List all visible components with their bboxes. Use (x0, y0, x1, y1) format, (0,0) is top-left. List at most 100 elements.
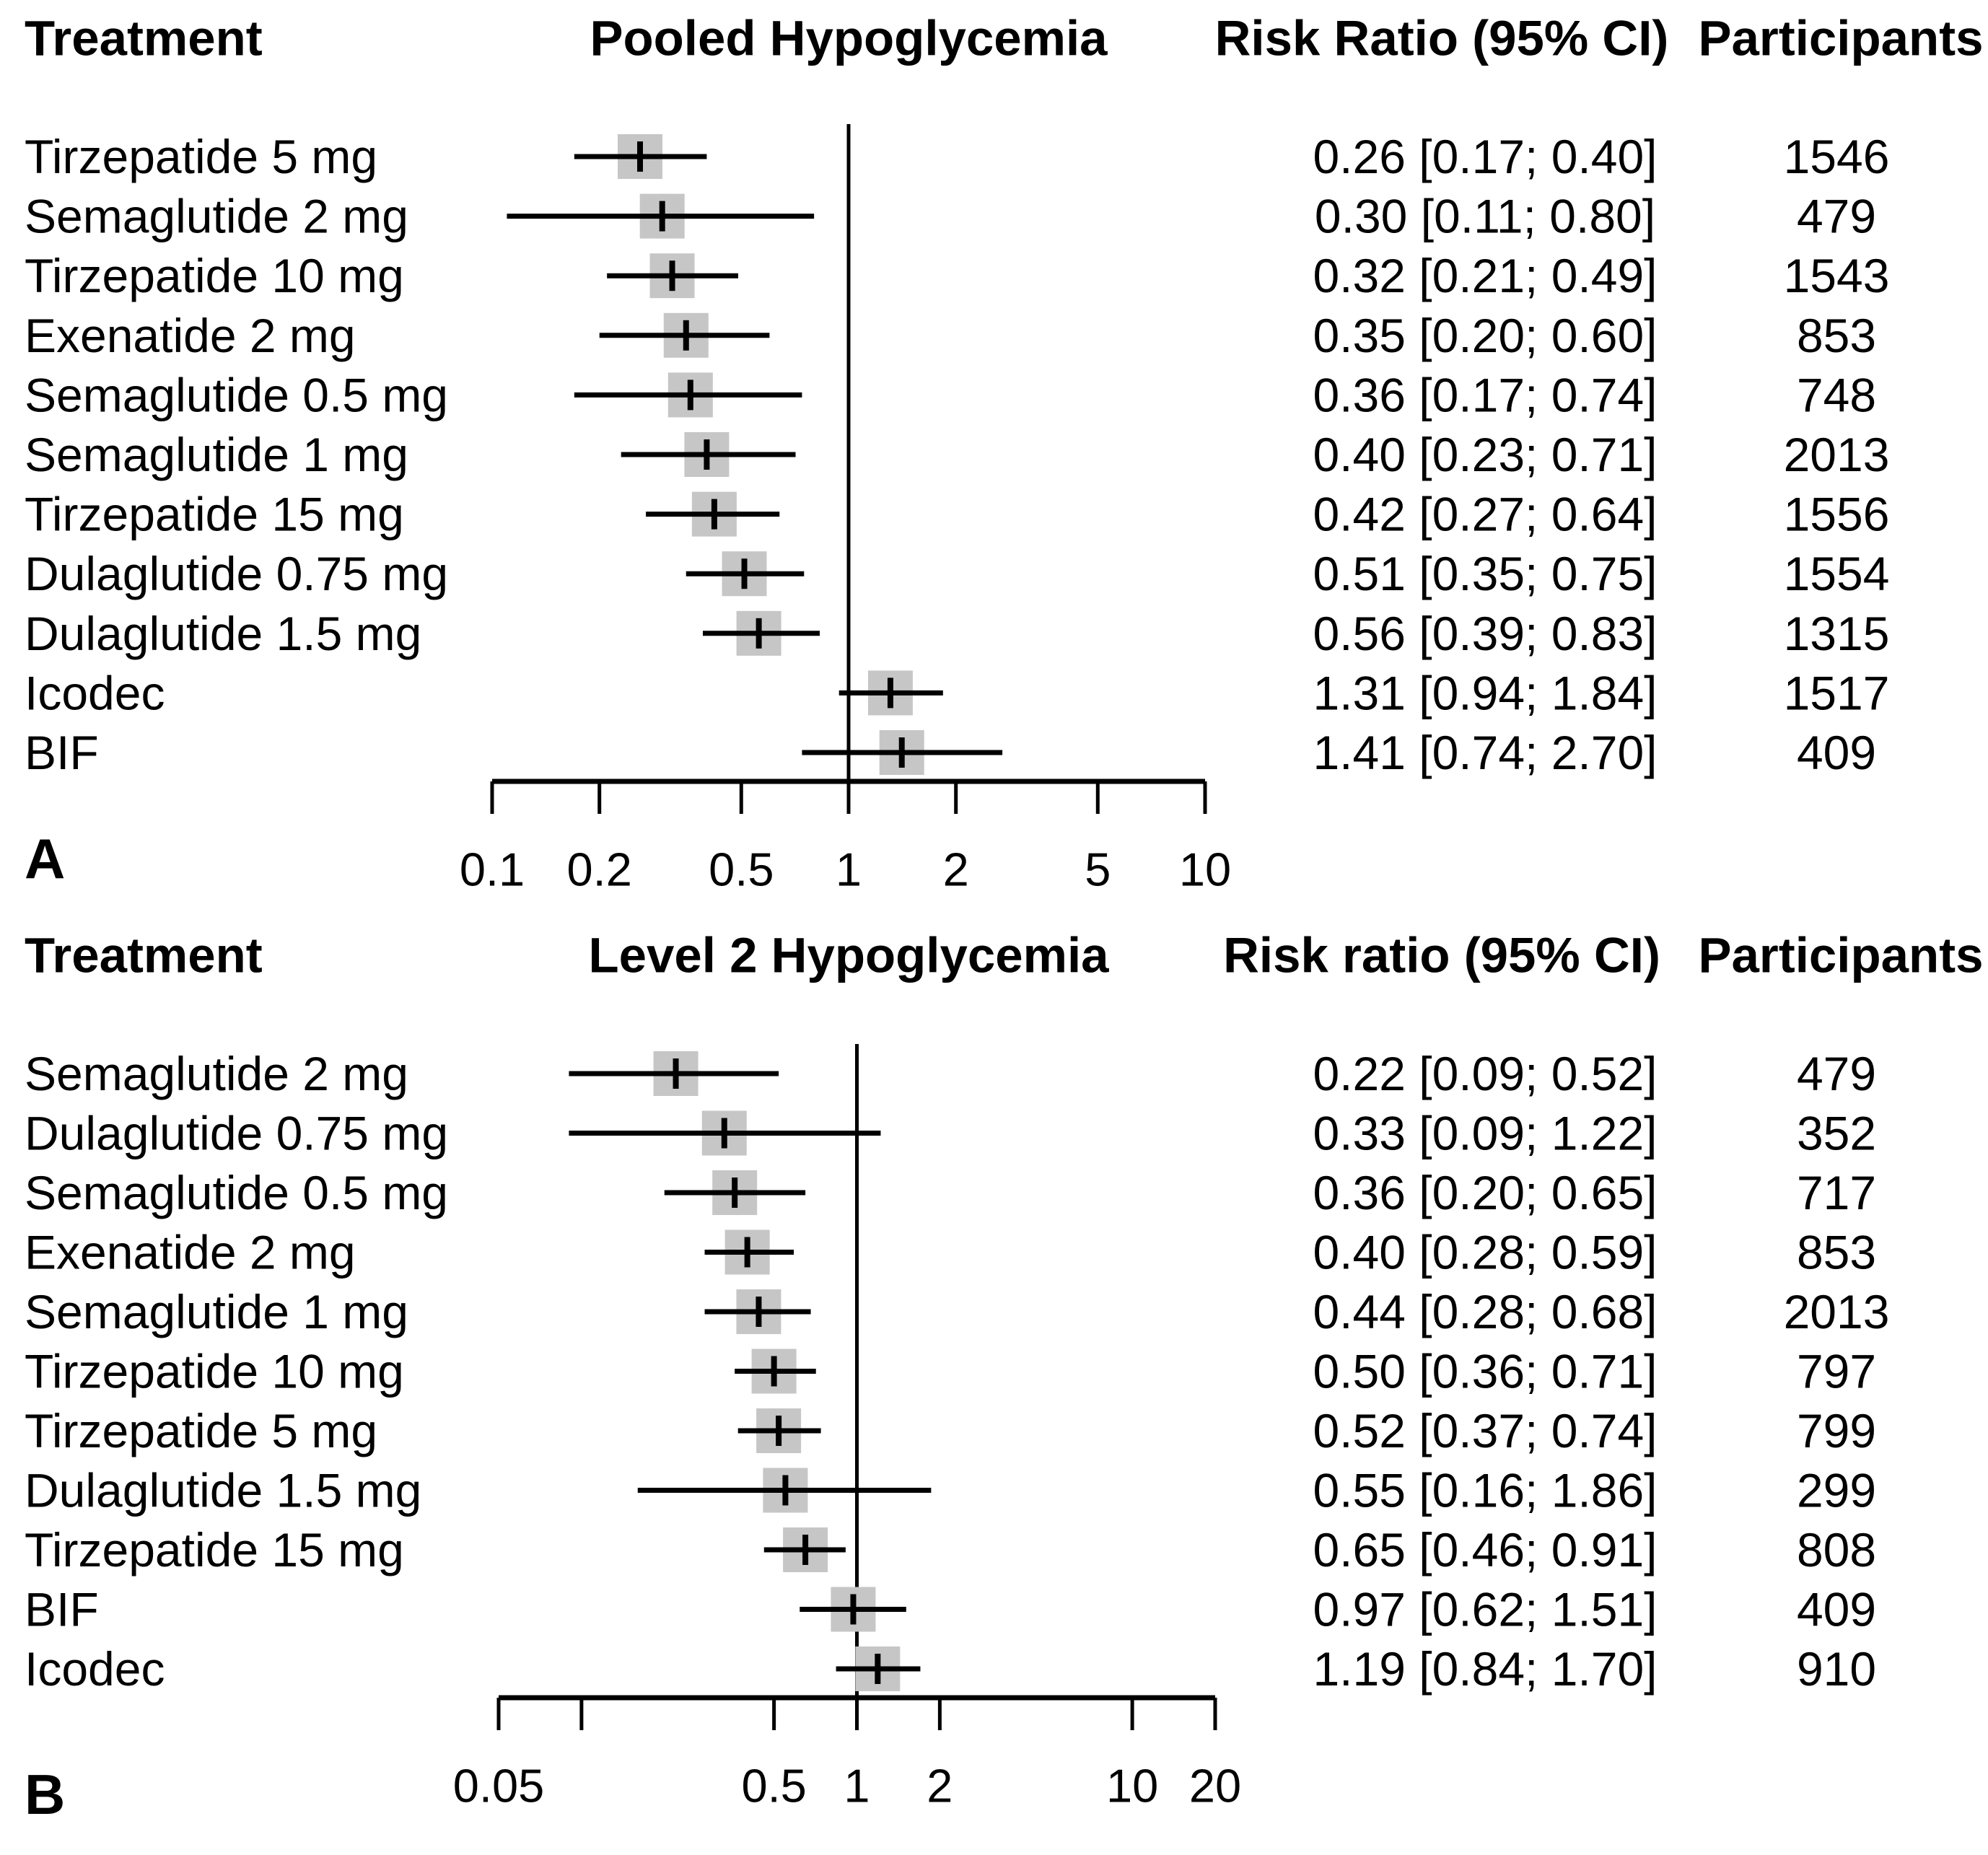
point-estimate-tick (683, 320, 689, 351)
forest-row: Semaglutide 1 mg 0.40 [0.23; 0.71] 2013 (25, 428, 1889, 481)
panel-b: 0.05 0.5 1 2 10 20 Semaglutide 2 mg 0.22 [0.09;… (25, 1044, 1889, 1812)
point-estimate-tick (887, 677, 893, 709)
participants-value: 748 (1797, 368, 1876, 421)
x-axis-tick-label: 10 (1106, 1760, 1158, 1812)
forest-row: Dulaglutide 1.5 mg 0.55 [0.16; 1.86] 299 (25, 1464, 1876, 1517)
panel-a-label: A (25, 827, 66, 890)
point-estimate-tick (898, 737, 905, 768)
forest-row: Semaglutide 2 mg 0.22 [0.09; 0.52] 479 (25, 1047, 1876, 1100)
point-estimate-tick (756, 618, 762, 649)
forest-row: Dulaglutide 0.75 mg 0.33 [0.09; 1.22] 352 (25, 1107, 1876, 1160)
forest-row: Tirzepatide 15 mg 0.42 [0.27; 0.64] 1556 (25, 488, 1889, 541)
point-estimate-tick (782, 1475, 789, 1506)
x-axis-tick-label: 0.1 (460, 843, 525, 896)
participants-value: 1556 (1784, 488, 1890, 541)
participants-value: 479 (1797, 190, 1876, 243)
column-header-risk-ratio-b: Risk ratio (95% CI) (1223, 927, 1660, 983)
point-estimate-tick (673, 1058, 679, 1089)
participants-value: 853 (1797, 309, 1876, 362)
treatment-label: Tirzepatide 5 mg (25, 130, 377, 183)
column-header-treatment-a: Treatment (25, 10, 263, 66)
risk-ratio-value: 0.42 [0.27; 0.64] (1313, 488, 1657, 541)
panel-a: 0.1 0.2 0.5 1 2 5 10 Tirzepatide 5 mg 0.26 [0.17… (25, 124, 1889, 896)
risk-ratio-value: 0.44 [0.28; 0.68] (1313, 1285, 1657, 1338)
risk-ratio-value: 0.55 [0.16; 1.86] (1313, 1464, 1657, 1517)
treatment-label: Semaglutide 2 mg (25, 1047, 408, 1100)
point-estimate-tick (744, 1237, 750, 1268)
participants-value: 1543 (1784, 249, 1890, 302)
risk-ratio-value: 0.36 [0.17; 0.74] (1313, 368, 1657, 421)
risk-ratio-value: 0.35 [0.20; 0.60] (1313, 309, 1657, 362)
treatment-label: BIF (25, 1583, 99, 1636)
panel-b-title: Level 2 Hypoglycemia (588, 927, 1109, 983)
treatment-label: Semaglutide 2 mg (25, 190, 408, 243)
treatment-label: Icodec (25, 1642, 165, 1696)
forest-row: Exenatide 2 mg 0.40 [0.28; 0.59] 853 (25, 1226, 1876, 1279)
treatment-label: Exenatide 2 mg (25, 309, 356, 362)
participants-value: 1517 (1784, 666, 1890, 719)
participants-value: 2013 (1784, 428, 1890, 481)
point-estimate-tick (732, 1178, 738, 1208)
x-axis-tick-label: 0.5 (709, 843, 774, 896)
treatment-label: Semaglutide 0.5 mg (25, 1166, 448, 1219)
column-header-participants-b: Participants (1698, 927, 1984, 983)
risk-ratio-value: 0.30 [0.11; 0.80] (1315, 190, 1655, 243)
participants-value: 797 (1797, 1345, 1876, 1398)
treatment-label: Semaglutide 0.5 mg (25, 368, 448, 421)
treatment-label: Semaglutide 1 mg (25, 1285, 408, 1338)
x-axis-tick-label: 2 (927, 1760, 953, 1812)
risk-ratio-value: 0.51 [0.35; 0.75] (1313, 547, 1657, 600)
column-header-treatment-b: Treatment (25, 927, 263, 983)
forest-row: BIF 0.97 [0.62; 1.51] 409 (25, 1583, 1876, 1636)
forest-row: Dulaglutide 0.75 mg 0.51 [0.35; 0.75] 1554 (25, 547, 1889, 600)
x-axis-tick-label: 2 (943, 843, 969, 896)
forest-row: Semaglutide 0.5 mg 0.36 [0.17; 0.74] 748 (25, 368, 1876, 421)
treatment-label: Tirzepatide 5 mg (25, 1404, 377, 1457)
point-estimate-tick (741, 558, 748, 589)
forest-row: Semaglutide 1 mg 0.44 [0.28; 0.68] 2013 (25, 1285, 1889, 1338)
point-estimate-tick (802, 1535, 809, 1565)
risk-ratio-value: 0.97 [0.62; 1.51] (1313, 1583, 1657, 1636)
point-estimate-tick (711, 499, 717, 530)
risk-ratio-value: 1.41 [0.74; 2.70] (1313, 726, 1657, 779)
risk-ratio-value: 0.26 [0.17; 0.40] (1313, 130, 1657, 183)
treatment-label: Dulaglutide 1.5 mg (25, 1464, 421, 1517)
risk-ratio-value: 0.50 [0.36; 0.71] (1313, 1345, 1657, 1398)
treatment-label: Tirzepatide 10 mg (25, 249, 404, 302)
participants-value: 409 (1797, 1583, 1876, 1636)
x-axis-tick-label: 1 (836, 843, 862, 896)
x-axis-tick-label: 0.05 (453, 1760, 545, 1812)
participants-value: 2013 (1784, 1285, 1890, 1338)
panel-b-label: B (25, 1763, 66, 1826)
forest-row: Icodec 1.19 [0.84; 1.70] 910 (25, 1642, 1876, 1696)
column-header-participants-a: Participants (1698, 10, 1984, 66)
risk-ratio-value: 0.52 [0.37; 0.74] (1313, 1404, 1657, 1457)
participants-value: 352 (1797, 1107, 1876, 1160)
point-estimate-tick (850, 1594, 857, 1625)
forest-row: Tirzepatide 5 mg 0.26 [0.17; 0.40] 1546 (25, 130, 1889, 183)
participants-value: 853 (1797, 1226, 1876, 1279)
point-estimate-tick (776, 1416, 782, 1446)
forest-row: Tirzepatide 10 mg 0.50 [0.36; 0.71] 797 (25, 1345, 1876, 1398)
x-axis-tick-label: 0.2 (567, 843, 632, 896)
risk-ratio-value: 0.56 [0.39; 0.83] (1313, 607, 1657, 660)
participants-value: 299 (1797, 1464, 1876, 1517)
risk-ratio-value: 0.65 [0.46; 0.91] (1313, 1523, 1657, 1576)
point-estimate-tick (771, 1356, 777, 1387)
risk-ratio-value: 0.40 [0.28; 0.59] (1313, 1226, 1657, 1279)
treatment-label: BIF (25, 726, 99, 779)
point-estimate-tick (669, 260, 675, 291)
x-axis-tick-label: 20 (1189, 1760, 1241, 1812)
panel-a-title: Pooled Hypoglycemia (590, 10, 1108, 66)
participants-value: 1554 (1784, 547, 1890, 600)
participants-value: 799 (1797, 1404, 1876, 1457)
treatment-label: Semaglutide 1 mg (25, 428, 408, 481)
participants-value: 808 (1797, 1523, 1876, 1576)
risk-ratio-value: 0.22 [0.09; 0.52] (1313, 1047, 1657, 1100)
point-estimate-tick (721, 1118, 727, 1149)
forest-row: Icodec 1.31 [0.94; 1.84] 1517 (25, 666, 1889, 719)
forest-row: Tirzepatide 5 mg 0.52 [0.37; 0.74] 799 (25, 1404, 1876, 1457)
risk-ratio-value: 0.36 [0.20; 0.65] (1313, 1166, 1657, 1219)
x-axis-tick-label: 5 (1085, 843, 1111, 896)
